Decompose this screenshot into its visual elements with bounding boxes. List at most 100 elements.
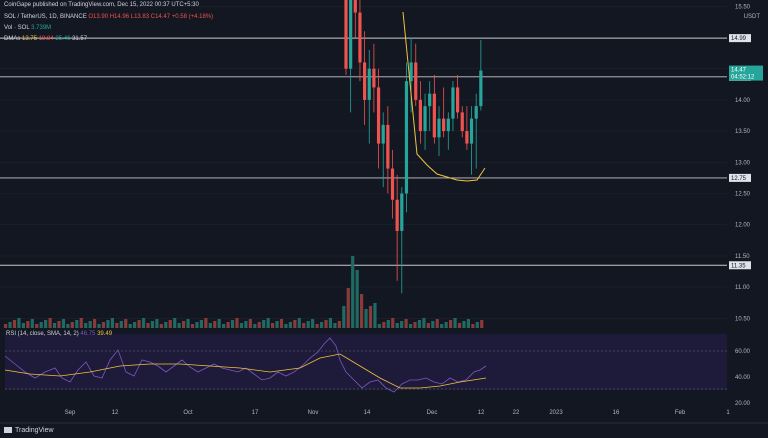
volume-bar [386,320,390,328]
price-tick-label: 13.50 [735,129,751,135]
candle-body [451,87,455,119]
volume-bar [275,321,279,328]
volume-bar [391,318,395,328]
price-tick-label: 11.00 [735,285,750,291]
volume-bar [288,322,292,328]
candle-body [432,93,436,138]
candle-body [456,87,460,113]
volume-bar [150,321,155,328]
candle-body [372,68,376,88]
volume-bar [297,318,301,328]
volume-bar [351,256,355,328]
level-tag-label: 11.35 [731,263,746,269]
volume-bar [377,324,381,328]
volume-bar [52,323,57,328]
volume-bar [186,319,190,328]
tradingview-logo-icon [4,427,12,434]
volume-bar [57,321,61,328]
rsi-tick-label: 20.00 [735,401,751,407]
time-tick-label: 22 [513,410,520,416]
volume-bar [342,306,346,328]
volume-bar [26,321,30,328]
time-tick-label: 2023 [549,410,563,416]
brand-label: TradingView [15,427,54,434]
volume-bar [408,324,413,328]
candle-body [479,70,483,107]
time-tick-label: 17 [252,410,259,416]
volume-bar [79,318,83,328]
price-tick-label: 11.50 [735,254,750,260]
volume-bar [475,322,479,328]
volume-bar [12,320,17,328]
candle-body [446,118,450,132]
volume-bar [239,323,244,328]
candle-body [358,12,362,63]
volume-bar [382,322,386,328]
volume-bar [39,322,43,328]
tradingview-brand[interactable]: TradingView [4,427,54,434]
volume-bar [226,322,230,328]
volume-bar [457,323,462,328]
volume-bar [155,319,159,328]
volume-bar [462,321,466,328]
time-tick-label: Feb [675,410,686,416]
volume-bar [440,324,444,328]
time-tick-label: 1 [726,410,730,416]
time-tick-label: Dec [427,410,438,416]
candle-body [423,106,427,132]
volume-bar [337,321,341,328]
volume-bar [302,323,306,328]
volume-bar [141,318,146,328]
volume-bar [471,324,475,328]
rsi-tick-label: 40.00 [735,375,751,381]
volume-label[interactable]: Vol · SOL [4,25,30,31]
volume-bar [271,323,275,328]
rsi-tick-label: 60.00 [735,349,751,355]
time-tick-label: 16 [613,410,620,416]
volume-bar [417,320,422,328]
volume-bar [106,320,110,328]
level-tag-label: 12.75 [731,176,747,182]
volume-bar [182,321,186,328]
volume-bar [61,319,66,328]
publisher-line: CoinGape published on TradingView.com, D… [4,2,199,8]
last-price-label: 14.47 [731,68,747,74]
time-tick-label: 14 [364,410,371,416]
dmas-label[interactable]: DMAs [4,36,21,42]
volume-bars [4,256,484,328]
price-tick-label: 15.50 [735,4,751,10]
time-tick-label: Sep [65,410,76,416]
volume-bar [449,320,453,328]
volume-bar [426,323,430,328]
rsi-label[interactable]: RSI (14, close, SMA, 14, 2) [6,331,79,337]
candles[interactable] [344,0,483,294]
time-tick-label: Nov [308,410,319,416]
symbol-line: SOL / TetherUS, 1D, BINANCE O13.90 H14.9… [4,13,213,21]
volume-bar [444,322,448,328]
volume-bar [422,318,426,328]
volume-bar [213,321,217,328]
candle-body [376,87,381,144]
volume-bar [222,324,226,328]
countdown-label: 04:52:12 [731,75,755,81]
candle-body [349,0,353,69]
volume-bar [435,319,439,328]
candle-body [353,0,357,13]
candle-body [428,93,432,107]
volume-bar [204,318,208,328]
candle-body [367,68,371,100]
volume-bar [248,319,252,328]
candle-body [381,124,385,144]
rsi-value: 46.75 [80,331,96,337]
symbol-name[interactable]: SOL / TetherUS, 1D, BINANCE [4,14,87,20]
candle-body [414,62,418,100]
dmas-legend: DMAs 13.75 18.84 25.46 31.57 [4,35,87,43]
volume-bar [164,322,168,328]
candle-body [390,168,395,200]
candle-body [395,199,399,231]
volume-bar [466,319,470,328]
volume-bar [66,324,70,328]
candle-body [469,118,474,144]
volume-bar [279,319,284,328]
